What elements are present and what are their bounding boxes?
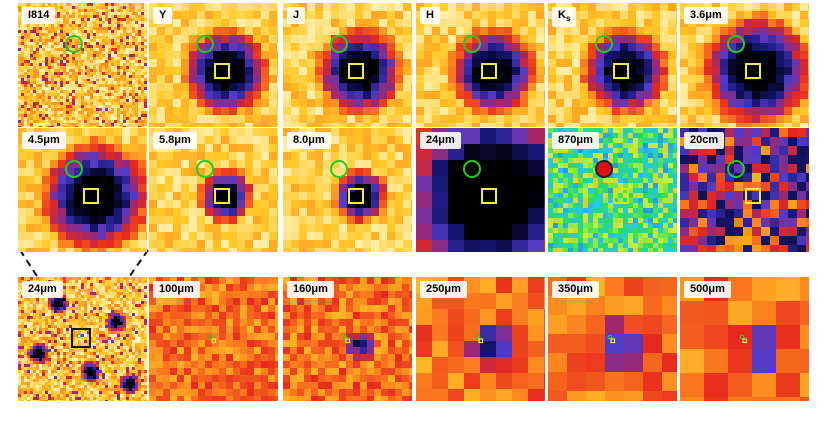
band-label-text: 20cm	[690, 134, 719, 146]
band-label-text: I814	[28, 9, 50, 21]
band-label-text: 250μm	[426, 283, 461, 295]
band-label-text: 500μm	[690, 283, 725, 295]
band-cutout-panel: Ks	[548, 3, 677, 127]
band-cutout-panel: 350μm	[548, 277, 677, 401]
band-label: Ks	[552, 7, 577, 28]
image-cutout	[18, 3, 147, 127]
band-label: 8.0μm	[287, 132, 331, 149]
band-cutout-panel: 5.8μm	[149, 128, 278, 252]
band-cutout-panel: Y	[149, 3, 278, 127]
band-label: 3.6μm	[684, 7, 728, 24]
band-cutout-panel: 4.5μm	[18, 128, 147, 252]
band-label: 24μm	[22, 281, 63, 298]
band-cutout-panel: 24μm	[416, 128, 545, 252]
band-label-text: K	[558, 9, 566, 21]
band-label-subscript: s	[565, 14, 571, 24]
band-label-text: 350μm	[558, 283, 593, 295]
band-label: 160μm	[287, 281, 334, 298]
band-label-text: Y	[159, 9, 167, 21]
band-cutout-panel: I814	[18, 3, 147, 127]
band-label-text: 4.5μm	[28, 134, 60, 146]
band-label-text: 8.0μm	[293, 134, 325, 146]
band-cutout-panel: H	[416, 3, 545, 127]
band-cutout-panel: 100μm	[149, 277, 278, 401]
band-label-text: J	[293, 9, 300, 21]
band-label: 350μm	[552, 281, 599, 298]
band-label-text: 24μm	[28, 283, 57, 295]
image-cutout	[416, 3, 545, 127]
band-label: 870μm	[552, 132, 599, 149]
image-cutout	[416, 277, 545, 401]
band-cutout-panel: J	[283, 3, 412, 127]
band-label: J	[287, 7, 306, 24]
band-cutout-panel: 500μm	[680, 277, 809, 401]
band-label: Y	[153, 7, 173, 24]
band-label-text: 24μm	[426, 134, 455, 146]
band-label: 100μm	[153, 281, 200, 298]
band-label: 500μm	[684, 281, 731, 298]
band-cutout-panel: 870μm	[548, 128, 677, 252]
band-label-text: 160μm	[293, 283, 328, 295]
image-cutout	[548, 277, 677, 401]
image-cutout	[149, 128, 278, 252]
band-label-text: 3.6μm	[690, 9, 722, 21]
band-cutout-panel: 3.6μm	[680, 3, 809, 127]
band-label-text: 5.8μm	[159, 134, 191, 146]
band-label-text: 870μm	[558, 134, 593, 146]
band-label: 250μm	[420, 281, 467, 298]
band-label: I814	[22, 7, 56, 24]
image-cutout	[283, 277, 412, 401]
band-label: 24μm	[420, 132, 461, 149]
band-label-text: H	[426, 9, 434, 21]
band-label: 4.5μm	[22, 132, 66, 149]
band-cutout-panel: 24μm	[18, 277, 147, 401]
band-cutout-panel: 160μm	[283, 277, 412, 401]
band-label-text: 100μm	[159, 283, 194, 295]
band-label: 5.8μm	[153, 132, 197, 149]
band-label: 20cm	[684, 132, 725, 149]
band-cutout-panel: 8.0μm	[283, 128, 412, 252]
band-label: H	[420, 7, 440, 24]
band-cutout-panel: 20cm	[680, 128, 809, 252]
band-cutout-panel: 250μm	[416, 277, 545, 401]
image-cutout	[18, 128, 147, 252]
